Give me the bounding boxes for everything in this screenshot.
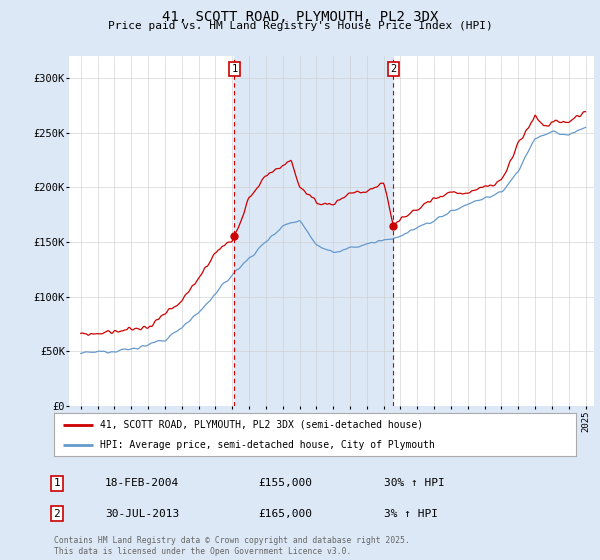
Text: 41, SCOTT ROAD, PLYMOUTH, PL2 3DX (semi-detached house): 41, SCOTT ROAD, PLYMOUTH, PL2 3DX (semi-… [100,419,423,430]
Text: 30% ↑ HPI: 30% ↑ HPI [384,478,445,488]
Text: 1: 1 [53,478,61,488]
Text: 30-JUL-2013: 30-JUL-2013 [105,508,179,519]
Text: £165,000: £165,000 [258,508,312,519]
Text: 1: 1 [231,64,238,74]
Text: 3% ↑ HPI: 3% ↑ HPI [384,508,438,519]
Text: £155,000: £155,000 [258,478,312,488]
Bar [235,56,394,406]
Text: HPI: Average price, semi-detached house, City of Plymouth: HPI: Average price, semi-detached house,… [100,440,435,450]
Text: 2: 2 [390,64,397,74]
Text: Contains HM Land Registry data © Crown copyright and database right 2025.
This d: Contains HM Land Registry data © Crown c… [54,536,410,556]
Text: 2: 2 [53,508,61,519]
Text: 18-FEB-2004: 18-FEB-2004 [105,478,179,488]
Text: Price paid vs. HM Land Registry's House Price Index (HPI): Price paid vs. HM Land Registry's House … [107,21,493,31]
Text: 41, SCOTT ROAD, PLYMOUTH, PL2 3DX: 41, SCOTT ROAD, PLYMOUTH, PL2 3DX [162,10,438,24]
